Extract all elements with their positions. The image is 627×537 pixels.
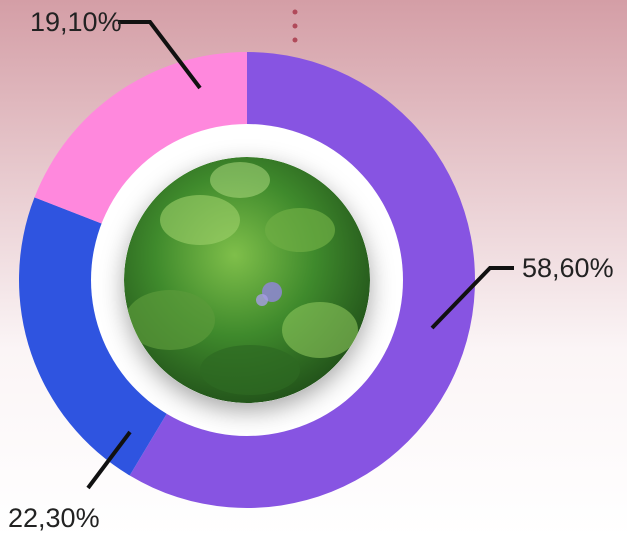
chart: 58,60% 22,30% 19,10% [0, 0, 627, 537]
photo [124, 157, 370, 403]
data-label: 22,30% [8, 503, 100, 533]
data-label: 58,60% [522, 253, 614, 283]
data-label: 19,10% [30, 7, 122, 37]
page: {"chart_data": {"type": "donut", "values… [0, 0, 627, 537]
